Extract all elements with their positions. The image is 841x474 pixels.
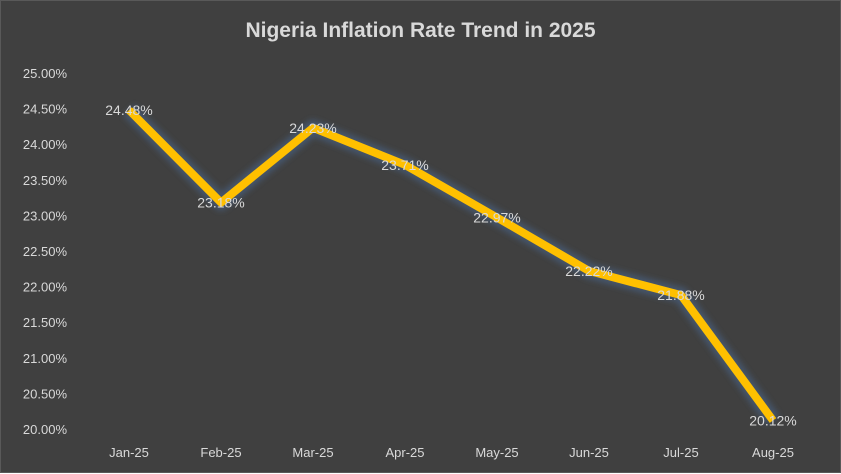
y-tick-label: 23.50% — [23, 173, 68, 188]
series-line — [129, 110, 773, 420]
x-tick-label: Apr-25 — [385, 445, 424, 460]
x-tick-label: Aug-25 — [752, 445, 794, 460]
data-label: 21.88% — [657, 287, 704, 303]
x-tick-label: Mar-25 — [292, 445, 333, 460]
series-line-glow — [129, 110, 773, 420]
y-tick-label: 20.00% — [23, 422, 68, 437]
data-label: 22.22% — [565, 263, 612, 279]
y-tick-label: 23.00% — [23, 208, 68, 223]
data-label: 20.12% — [749, 412, 796, 428]
y-tick-label: 24.50% — [23, 102, 68, 117]
y-tick-label: 20.50% — [23, 386, 68, 401]
data-label: 24.23% — [289, 120, 336, 136]
y-tick-label: 24.00% — [23, 137, 68, 152]
data-label: 22.97% — [473, 210, 520, 226]
data-label: 23.71% — [381, 157, 428, 173]
x-tick-label: May-25 — [475, 445, 518, 460]
y-tick-label: 22.00% — [23, 280, 68, 295]
x-tick-label: Jun-25 — [569, 445, 609, 460]
data-label: 23.18% — [197, 195, 244, 211]
y-tick-label: 21.00% — [23, 351, 68, 366]
x-tick-label: Jan-25 — [109, 445, 149, 460]
data-label: 24.48% — [105, 102, 152, 118]
y-tick-label: 22.50% — [23, 244, 68, 259]
x-tick-label: Jul-25 — [663, 445, 698, 460]
y-tick-label: 21.50% — [23, 315, 68, 330]
x-tick-label: Feb-25 — [200, 445, 241, 460]
y-tick-label: 25.00% — [23, 66, 68, 81]
